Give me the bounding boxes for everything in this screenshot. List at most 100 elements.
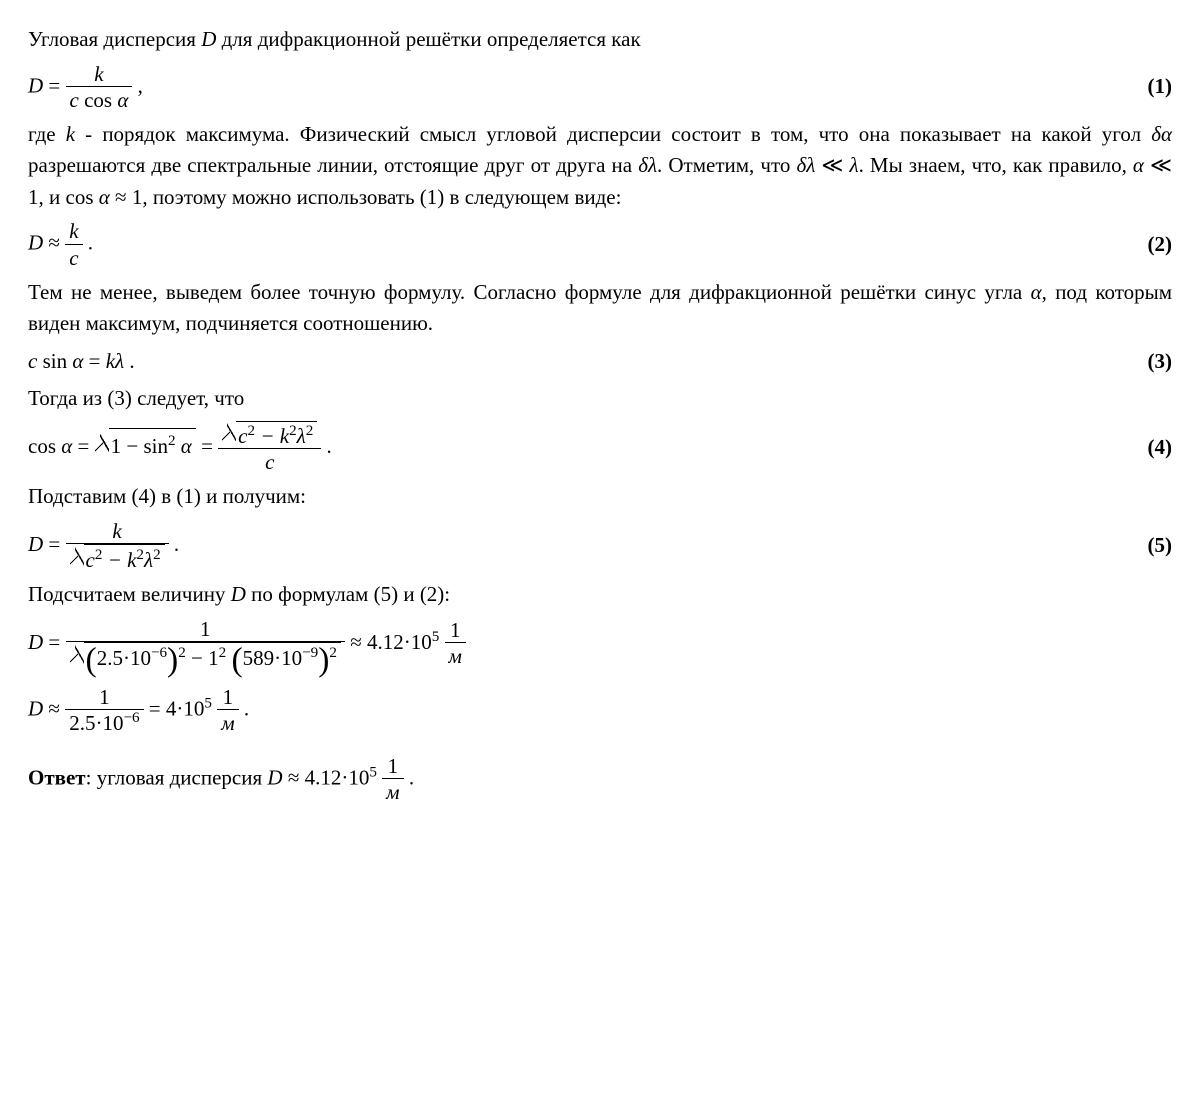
- sup: 5: [369, 765, 377, 781]
- paren-open: (: [231, 641, 242, 678]
- sqrt-2: c2 − k2λ2: [222, 421, 317, 448]
- lhs: D: [28, 231, 43, 255]
- unit-den: м: [386, 780, 399, 804]
- lhs: D: [28, 532, 43, 556]
- c: c: [28, 349, 37, 373]
- sup: 2: [168, 433, 176, 449]
- paragraph-5: Подставим (4) в (1) и получим:: [28, 481, 1172, 513]
- equation-number: (1): [1128, 71, 1173, 103]
- equation-1: D = k c cos α , (1): [28, 62, 1172, 113]
- calculation-2: D ≈ 1 2.5·10−6 = 4·105 1 м .: [28, 685, 1172, 736]
- paren-open: (: [86, 641, 97, 678]
- symbol-alpha: α: [1133, 153, 1144, 177]
- approx: ≈: [43, 231, 65, 255]
- text: по формулам (5) и (2):: [246, 582, 450, 606]
- numerator: 1: [200, 617, 211, 641]
- equation-body: cos α = 1 − sin2 α = c2 − k2λ2 c .: [28, 421, 332, 475]
- answer-line: Ответ: угловая дисперсия D ≈ 4.12·105 1 …: [28, 754, 1172, 805]
- answer-label: Ответ: [28, 766, 86, 790]
- text: , и: [39, 185, 66, 209]
- equals: =: [43, 532, 65, 556]
- sup: 2: [136, 547, 144, 563]
- period: .: [124, 349, 135, 373]
- sqrt: c2 − k2λ2: [70, 544, 165, 573]
- equation-number: (2): [1128, 229, 1173, 261]
- fraction: k c: [65, 219, 82, 270]
- text: , поэтому можно использовать (1) в следу…: [142, 185, 621, 209]
- equation-body: D = k c cos α ,: [28, 62, 143, 113]
- unit-den: м: [449, 644, 462, 668]
- fraction: c2 − k2λ2 c: [218, 421, 321, 475]
- result: ≈ 4.12·10: [350, 630, 432, 654]
- symbol-D: D: [201, 27, 216, 51]
- sup: −6: [123, 710, 139, 726]
- cos: cos: [66, 185, 94, 209]
- sup: −9: [302, 645, 318, 661]
- sup: 5: [432, 629, 440, 645]
- equals: =: [83, 349, 105, 373]
- unit-num: 1: [388, 754, 399, 778]
- sup: 5: [204, 695, 212, 711]
- comma: ,: [132, 73, 143, 97]
- equation-body: D = 1 (2.5·10−6)2 − 12 (589·10−9)2 ≈ 4.1…: [28, 617, 466, 671]
- unit-fraction: 1 м: [445, 618, 466, 669]
- text: для дифракционной решётки определяется к…: [216, 27, 640, 51]
- much-less: ≪: [1144, 153, 1172, 177]
- minus: −: [191, 646, 208, 670]
- much-less: ≪: [815, 153, 849, 177]
- lhs: D: [28, 73, 43, 97]
- paragraph-6: Подсчитаем величину D по формулам (5) и …: [28, 579, 1172, 611]
- cos: cos: [28, 434, 61, 458]
- val-b: 1: [208, 646, 219, 670]
- alpha: α: [61, 434, 72, 458]
- val-c: 589·10: [243, 646, 303, 670]
- period: .: [239, 696, 250, 720]
- fraction: 1 2.5·10−6: [65, 685, 143, 736]
- equals: =: [201, 434, 218, 458]
- sqrt: (2.5·10−6)2 − 12 (589·10−9)2: [70, 642, 341, 671]
- den-c: c: [265, 450, 274, 474]
- symbol-dlambda: δλ: [638, 153, 657, 177]
- paren-close: ): [167, 641, 178, 678]
- klambda: kλ: [106, 349, 124, 373]
- sup2: 2: [178, 645, 186, 661]
- text: . Отметим, что: [657, 153, 796, 177]
- sup2: 2: [329, 645, 337, 661]
- result: = 4·10: [149, 696, 205, 720]
- period: .: [83, 231, 94, 255]
- sup: 2: [306, 423, 314, 439]
- text: разрешаются две спектральные линии, отст…: [28, 153, 638, 177]
- lhs: D: [28, 696, 43, 720]
- text: Тем не менее, выведем более точную форму…: [28, 280, 1031, 304]
- lhs: D: [28, 630, 43, 654]
- numerator: 1: [99, 685, 110, 709]
- approx: ≈: [43, 696, 65, 720]
- sqrt-1: 1 − sin2 α: [95, 428, 196, 463]
- den-alpha: α: [117, 88, 128, 112]
- equation-body: c sin α = kλ .: [28, 346, 135, 378]
- unit-fraction: 1 м: [217, 685, 238, 736]
- fraction: 1 (2.5·10−6)2 − 12 (589·10−9)2: [66, 617, 345, 671]
- rad-text: 1 − sin: [111, 434, 168, 458]
- equation-body: D ≈ 1 2.5·10−6 = 4·105 1 м .: [28, 685, 249, 736]
- symbol-dalpha: δα: [1151, 122, 1172, 146]
- den: 2.5·10: [69, 711, 123, 735]
- den-cos: cos: [79, 88, 118, 112]
- symbol-alpha: α: [1031, 280, 1042, 304]
- sup2: 2: [219, 645, 227, 661]
- approx: ≈: [110, 185, 132, 209]
- paragraph-intro: Угловая дисперсия D для дифракционной ре…: [28, 24, 1172, 56]
- symbol-alpha: α: [99, 185, 110, 209]
- symbol-lambda: λ: [849, 153, 858, 177]
- unit-num: 1: [223, 685, 234, 709]
- sup: 2: [289, 423, 297, 439]
- c: c: [86, 548, 95, 572]
- equation-5: D = k c2 − k2λ2 . (5): [28, 519, 1172, 573]
- period: .: [404, 766, 415, 790]
- numerator: k: [69, 219, 78, 243]
- text: Угловая дисперсия: [28, 27, 201, 51]
- c: c: [238, 424, 247, 448]
- equation-number: (5): [1128, 530, 1173, 562]
- text: где: [28, 122, 66, 146]
- text: : угловая дисперсия: [86, 766, 268, 790]
